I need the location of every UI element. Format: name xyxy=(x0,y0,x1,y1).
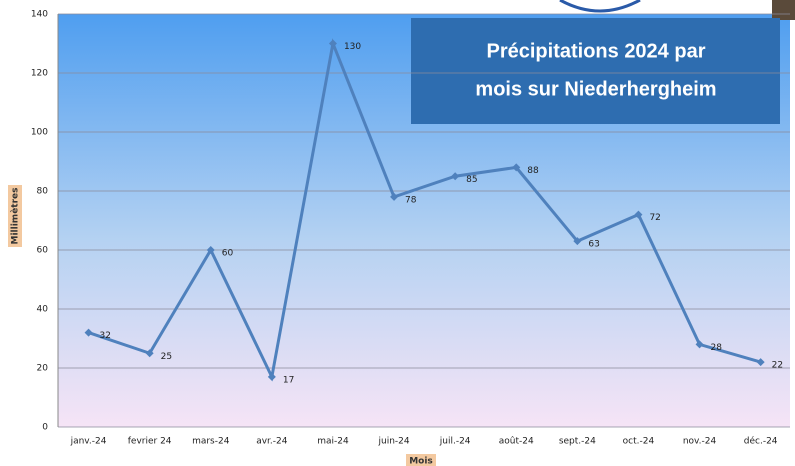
y-tick-label: 40 xyxy=(37,305,49,315)
value-label: 72 xyxy=(649,213,660,223)
x-axis-title: Mois xyxy=(409,457,433,466)
x-tick-label: oct.-24 xyxy=(623,437,655,447)
value-label: 63 xyxy=(588,240,599,250)
y-axis-title: Millimètres xyxy=(10,188,21,245)
logo-fragment xyxy=(560,0,640,11)
x-tick-label: mai-24 xyxy=(317,437,349,447)
x-tick-label: juin-24 xyxy=(377,437,409,447)
value-label: 88 xyxy=(527,166,539,176)
x-tick-label: déc.-24 xyxy=(744,436,778,447)
y-tick-label: 100 xyxy=(31,128,48,138)
chart: Précipitations 2024 par mois sur Niederh… xyxy=(0,0,795,466)
x-tick-label: janv.-24 xyxy=(70,437,107,447)
chart-title: Précipitations 2024 par xyxy=(487,40,706,62)
value-label: 25 xyxy=(161,352,172,362)
page: {"chart_data": {"type": "line", "title":… xyxy=(0,0,795,466)
value-label: 17 xyxy=(283,375,294,385)
x-tick-label: fevrier 24 xyxy=(128,437,172,447)
value-label: 85 xyxy=(466,175,477,185)
x-tick-label: nov.-24 xyxy=(683,437,717,447)
value-label: 28 xyxy=(711,343,723,353)
y-tick-label: 0 xyxy=(42,423,48,433)
y-tick-label: 140 xyxy=(31,10,48,20)
y-tick-label: 80 xyxy=(37,187,49,197)
y-tick-label: 120 xyxy=(31,69,48,79)
value-label: 22 xyxy=(772,361,783,371)
x-tick-label: juil.-24 xyxy=(439,437,471,447)
value-label: 60 xyxy=(222,249,234,259)
value-label: 130 xyxy=(344,42,361,52)
x-tick-label: sept.-24 xyxy=(559,437,596,447)
value-label: 32 xyxy=(100,331,111,341)
chart-title: mois sur Niederhergheim xyxy=(475,78,716,100)
y-tick-label: 20 xyxy=(37,364,49,374)
value-label: 78 xyxy=(405,195,417,205)
x-tick-label: avr.-24 xyxy=(256,437,288,447)
x-tick-label: mars-24 xyxy=(192,437,230,447)
title-box xyxy=(411,18,780,124)
x-tick-label: août-24 xyxy=(499,437,534,447)
y-tick-label: 60 xyxy=(37,246,49,256)
photo-fragment xyxy=(772,0,795,20)
